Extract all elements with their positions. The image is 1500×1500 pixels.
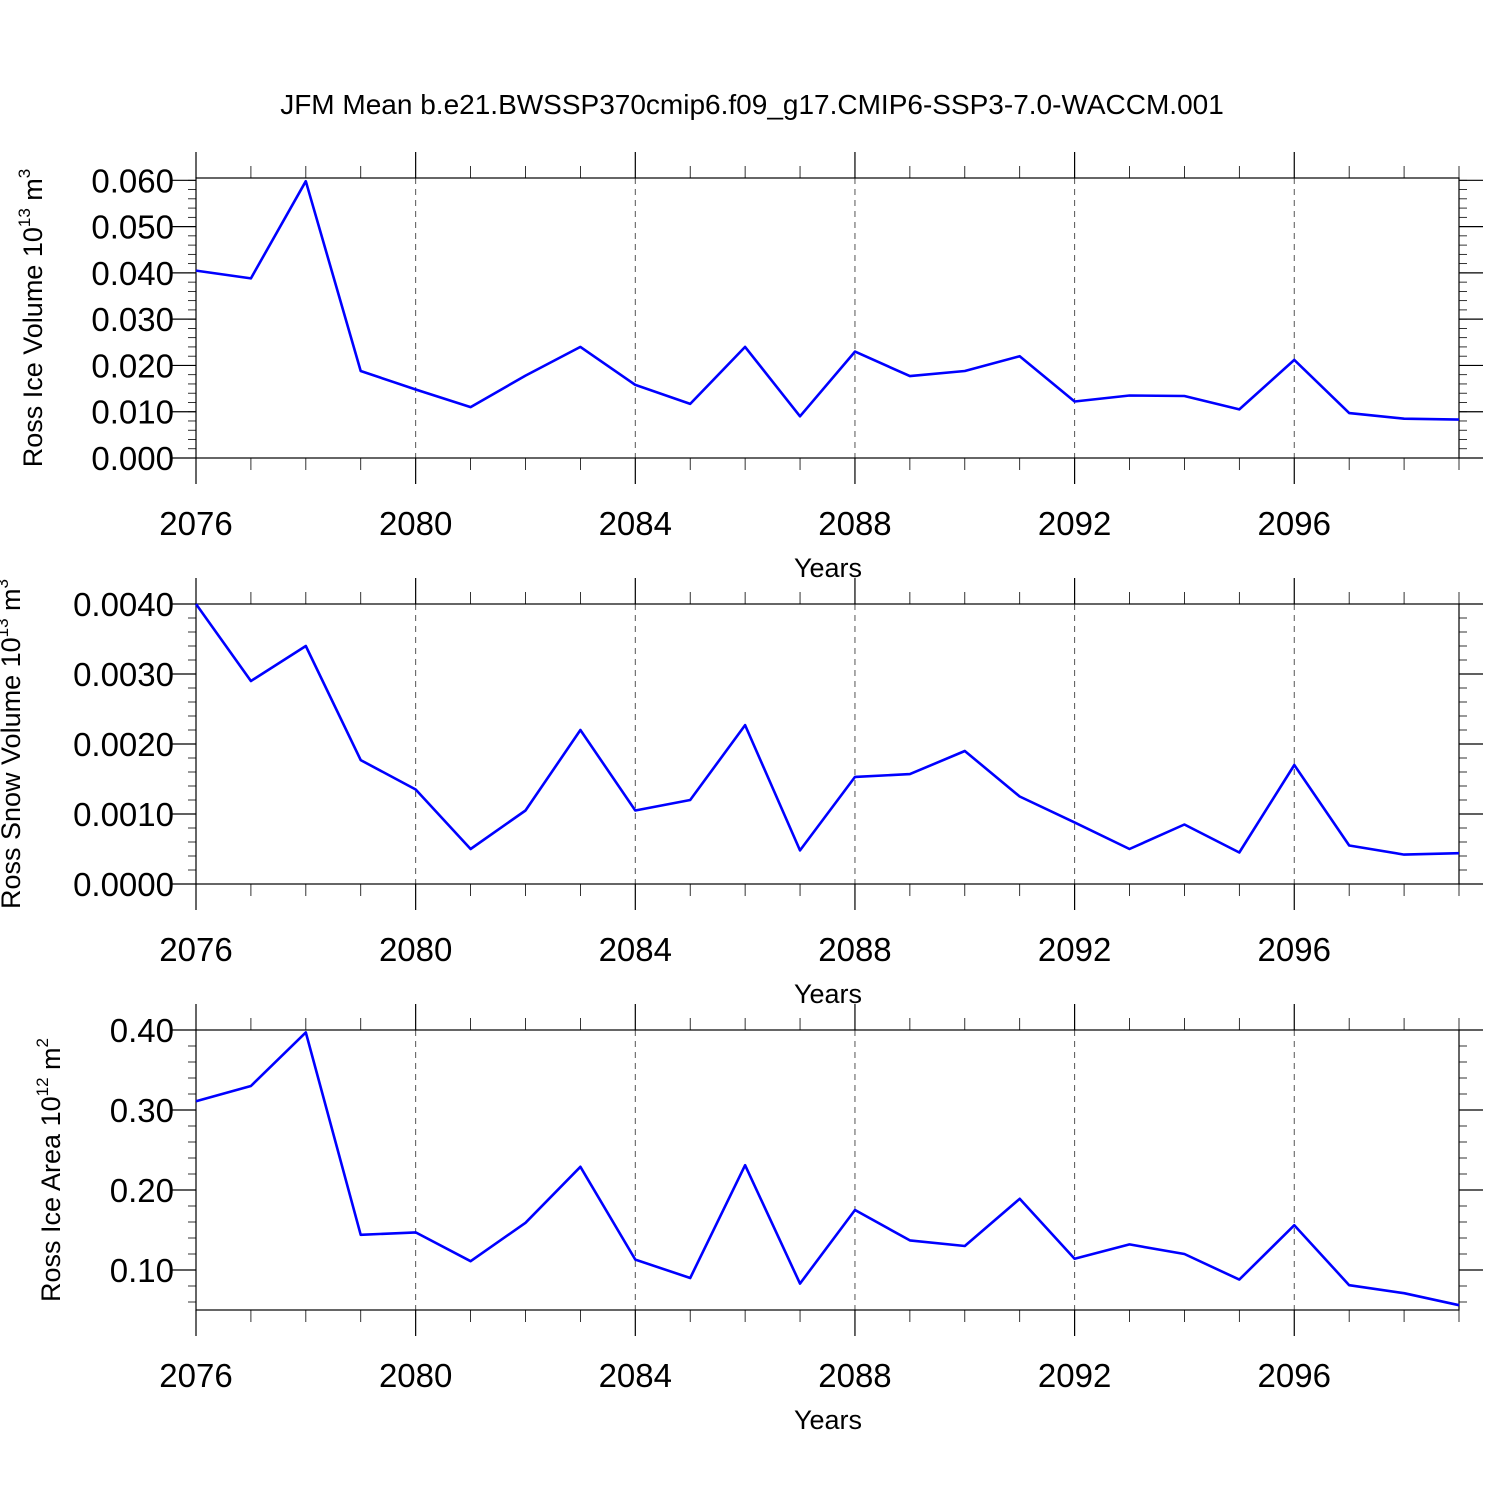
- y-tick-label: 0.000: [91, 440, 174, 477]
- x-tick-label: 2096: [1258, 1357, 1331, 1394]
- panel-3: 0.10 0.20 0.30 0.40 2076 2080 2084 2088 2092 2096…: [33, 1004, 1483, 1435]
- x-tick-label: 2084: [599, 1357, 672, 1394]
- series-line-1: [194, 603, 1460, 856]
- x-tick-label: 2076: [159, 505, 232, 542]
- x-tick-label: 2076: [159, 931, 232, 968]
- x-axis-label: Years: [794, 553, 862, 583]
- y-tick-label: 0.20: [110, 1172, 174, 1209]
- series-line-1: [195, 179, 1460, 421]
- x-tick-label: 2084: [599, 931, 672, 968]
- x-axis-label: Years: [794, 1405, 862, 1435]
- x-tick-label: 2080: [379, 1357, 452, 1394]
- y-axis-label: Ross Ice Volume 1013 m3: [15, 169, 48, 468]
- y-axis-label: Ross Snow Volume 1013 m3: [0, 579, 26, 909]
- y-tick-label: 0.0040: [73, 586, 174, 623]
- figure-title: JFM Mean b.e21.BWSSP370cmip6.f09_g17.CMI…: [280, 89, 1224, 120]
- x-tick-label: 2092: [1038, 931, 1111, 968]
- y-tick-label: 0.010: [91, 394, 174, 431]
- x-tick-label: 2076: [159, 1357, 232, 1394]
- y-tick-label: 0.0010: [73, 796, 174, 833]
- y-tick-label: 0.0030: [73, 656, 174, 693]
- y-tick-label: 0.040: [91, 255, 174, 292]
- panel-1: 0.000 0.010 0.020 0.030 0.040 0.050 0.060 2076 2…: [15, 152, 1483, 583]
- x-tick-label: 2080: [379, 505, 452, 542]
- y-tick-label: 0.030: [91, 301, 174, 338]
- plot-frame: [195, 1029, 1460, 1311]
- y-tick-label: 0.0000: [73, 866, 174, 903]
- x-tick-label: 2080: [379, 931, 452, 968]
- x-tick-label: 2096: [1258, 505, 1331, 542]
- y-tick-label: 0.30: [110, 1092, 174, 1129]
- x-axis-label: Years: [794, 979, 862, 1009]
- y-axis-label: Ross Ice Area 1012 m2: [33, 1038, 66, 1302]
- x-tick-label: 2084: [599, 505, 672, 542]
- series-line-1: [195, 1031, 1460, 1307]
- panel-2: 0.0000 0.0010 0.0020 0.0030 0.0040 2076 2080 20…: [0, 578, 1483, 1009]
- x-tick-label: 2092: [1038, 1357, 1111, 1394]
- y-tick-label: 0.050: [91, 209, 174, 246]
- x-tick-label: 2088: [818, 505, 891, 542]
- x-tick-label: 2092: [1038, 505, 1111, 542]
- y-tick-label: 0.020: [91, 347, 174, 384]
- y-tick-label: 0.0020: [73, 726, 174, 763]
- x-tick-label: 2088: [818, 931, 891, 968]
- y-tick-label: 0.10: [110, 1252, 174, 1289]
- plot-frame: [195, 177, 1460, 459]
- panels: 0.000 0.010 0.020 0.030 0.040 0.050 0.060 2076 2…: [0, 152, 1483, 1435]
- x-tick-label: 2096: [1258, 931, 1331, 968]
- x-tick-label: 2088: [818, 1357, 891, 1394]
- y-tick-label: 0.060: [91, 162, 174, 199]
- y-tick-label: 0.40: [110, 1012, 174, 1049]
